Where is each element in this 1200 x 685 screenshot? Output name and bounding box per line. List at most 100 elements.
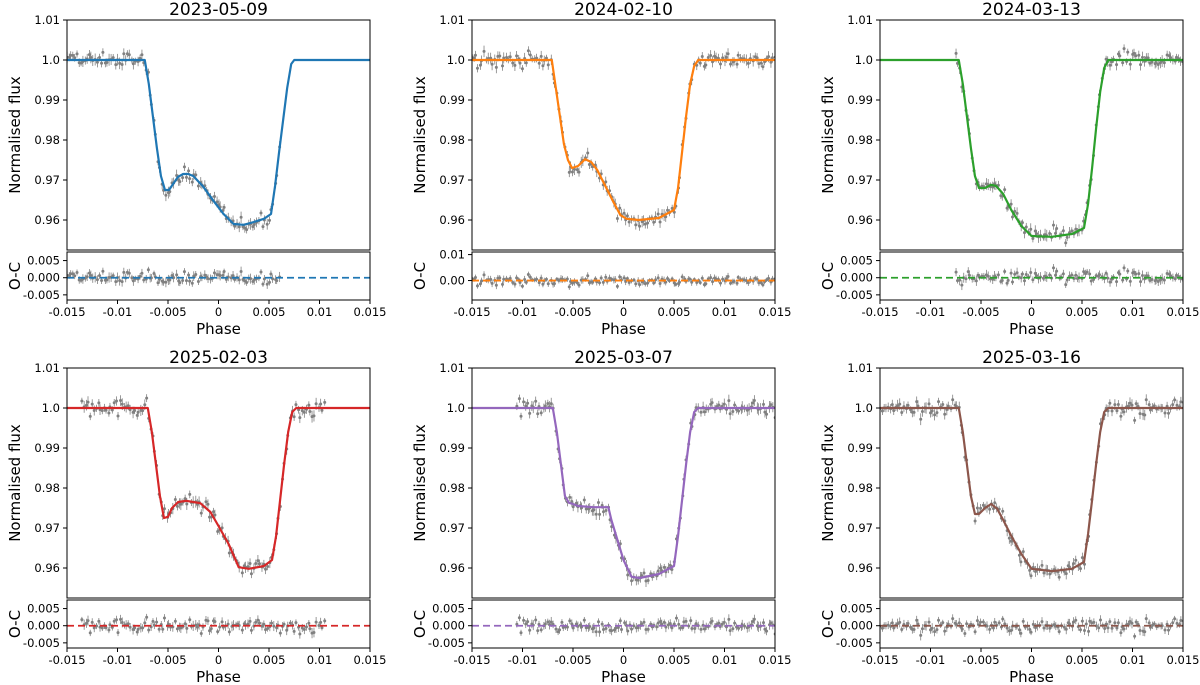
x-tick-label: -0.015 [48, 653, 85, 667]
data-point [698, 61, 702, 65]
residual-point [118, 279, 122, 283]
x-tick-label: -0.005 [962, 653, 999, 667]
data-point [1072, 561, 1076, 565]
data-point [1019, 560, 1023, 564]
data-point [308, 410, 312, 414]
data-point [220, 526, 224, 530]
x-tick-label: 0.015 [759, 653, 792, 667]
residual-point [270, 621, 274, 625]
residual-y-tick-label: 0.00 [439, 274, 465, 288]
residual-point [1072, 620, 1076, 624]
data-point [526, 401, 530, 405]
x-tick-label: -0.005 [149, 653, 186, 667]
data-point [567, 170, 571, 174]
residual-point [880, 626, 884, 630]
data-point [658, 220, 662, 224]
y-tick-label: 0.97 [847, 173, 873, 187]
data-point [943, 412, 947, 416]
residual-point [636, 626, 640, 630]
data-point [520, 67, 524, 71]
data-point [1009, 202, 1013, 206]
data-point [498, 54, 502, 58]
residual-point [1020, 272, 1024, 276]
data-point [577, 170, 581, 174]
residual-point [557, 279, 561, 283]
data-point [1182, 401, 1183, 404]
data-point [473, 53, 477, 57]
residual-point [646, 281, 650, 285]
residual-point [604, 275, 608, 279]
residual-point [298, 632, 302, 636]
residual-point [746, 281, 750, 285]
data-point [626, 573, 630, 577]
residual-point [752, 617, 756, 621]
residual-point [709, 276, 713, 280]
data-point [1054, 231, 1058, 235]
residual-point [239, 269, 243, 273]
residual-point [1064, 627, 1068, 631]
data-point [710, 401, 714, 405]
residual-point [1116, 621, 1120, 625]
y-tick-label: 0.99 [439, 441, 465, 455]
y-tick-label: 0.99 [439, 93, 465, 107]
data-point [951, 398, 955, 402]
data-point [84, 403, 88, 407]
panel-2025-02-03: 2025-02-03 Normalised flux O-C Phase 0.96 0.9… [6, 348, 386, 685]
data-point [751, 401, 755, 405]
residual-point [157, 627, 161, 631]
main-axes-frame [471, 19, 776, 251]
residual-point [473, 275, 477, 279]
residual-point [693, 626, 697, 630]
residual-point [1017, 628, 1021, 632]
data-point [668, 563, 672, 567]
residual-point [544, 277, 548, 281]
data-point [254, 562, 258, 566]
residual-point [218, 625, 222, 629]
y-tick-label: 1.01 [847, 361, 873, 375]
residual-point [194, 623, 198, 627]
residual-point [615, 284, 619, 288]
residual-point [220, 620, 224, 624]
residual-point [145, 615, 149, 619]
residual-point [644, 627, 648, 631]
residual-point [320, 626, 324, 630]
residual-point [549, 620, 553, 624]
data-point [896, 404, 900, 408]
main-plot-area [67, 394, 370, 579]
x-tick-label: 0.005 [658, 305, 691, 319]
residual-point [101, 269, 105, 273]
data-point [703, 410, 707, 414]
residual-point [89, 274, 93, 278]
y-tick-label: 1.0 [447, 401, 465, 415]
residual-point [128, 625, 132, 629]
x-tick-label: 0.005 [253, 653, 286, 667]
data-point [935, 411, 939, 415]
data-point [1020, 221, 1024, 225]
residual-point [92, 626, 96, 630]
model-curve [880, 406, 1183, 573]
residual-y-tick-label: 0.005 [432, 602, 465, 616]
y-tick-label: 0.99 [847, 93, 873, 107]
residual-axis-label: O-C [6, 610, 24, 638]
residual-point [1010, 280, 1014, 284]
residual-point [1023, 279, 1027, 283]
residual-point [632, 278, 636, 282]
data-point [1121, 61, 1125, 65]
data-point [539, 411, 543, 415]
data-point [320, 408, 324, 412]
data-point [568, 495, 572, 499]
residual-point [1092, 277, 1096, 281]
residual-point [600, 622, 604, 626]
data-point [141, 409, 145, 413]
data-point [211, 510, 215, 514]
data-point [519, 414, 523, 418]
residual-point [1082, 270, 1086, 274]
data-point [475, 66, 479, 70]
residual-point [642, 620, 646, 624]
residual-point [275, 279, 279, 283]
x-tick-label: -0.015 [453, 653, 490, 667]
main-plot-area [67, 48, 370, 234]
data-point [143, 403, 147, 407]
data-point [912, 410, 916, 414]
residual-point [536, 629, 540, 633]
